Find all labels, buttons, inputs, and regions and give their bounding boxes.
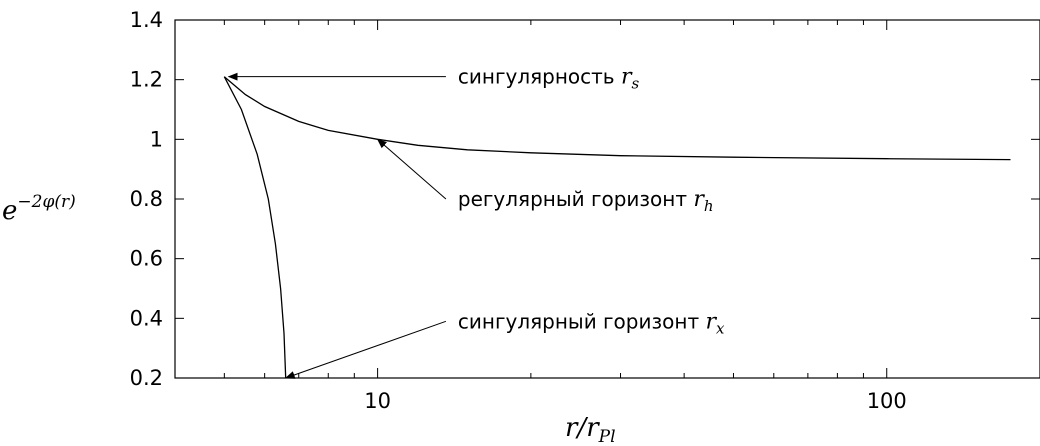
series-group (223, 76, 1011, 379)
series-line-2 (223, 76, 287, 379)
annotation-text: сингулярный горизонт (458, 309, 706, 333)
annotation-subscript: x (716, 319, 725, 337)
y-tick-label: 0.8 (130, 187, 163, 211)
x-tick-label: 100 (867, 389, 907, 413)
annotation-text: регулярный горизонт (458, 187, 693, 211)
annotation-label-1: сингулярность rs (458, 65, 640, 93)
y-axis-label-exponent: −2φ(r) (17, 192, 75, 212)
annotation-symbol: r (705, 309, 717, 334)
y-tick-label: 0.6 (130, 247, 163, 271)
x-axis-label-main: r/r (565, 413, 600, 443)
annotation-arrow-2 (376, 138, 447, 200)
x-tick-label: 10 (364, 389, 391, 413)
annotation-subscript: h (704, 197, 714, 215)
y-tick-label: 1 (150, 127, 163, 151)
annotation-arrow-3 (284, 320, 447, 379)
annotation-symbol: r (693, 187, 705, 212)
annotation-symbol: r (621, 65, 633, 90)
x-axis-label-subscript: Pl (598, 427, 616, 446)
y-axis-label: e−2φ(r) (2, 192, 76, 226)
y-tick-label: 1.4 (130, 8, 163, 32)
annotation-text: сингулярность (458, 65, 621, 89)
x-axis-label: r/rPl (565, 413, 616, 446)
y-tick-label: 0.2 (130, 366, 163, 390)
series-line-1 (223, 76, 1011, 161)
y-axis-label-base: e (2, 196, 17, 226)
y-tick-label: 1.2 (130, 68, 163, 92)
annotation-label-2: регулярный горизонт rh (458, 187, 714, 215)
y-tick-label: 0.4 (130, 306, 163, 330)
annotation-label-3: сингулярный горизонт rx (458, 309, 725, 337)
annotation-subscript: s (631, 75, 639, 93)
y-axis: 0.2 0.4 0.6 0.8 1 1.2 1.4 (130, 8, 1040, 390)
x-axis: 10 100 (223, 20, 1040, 413)
